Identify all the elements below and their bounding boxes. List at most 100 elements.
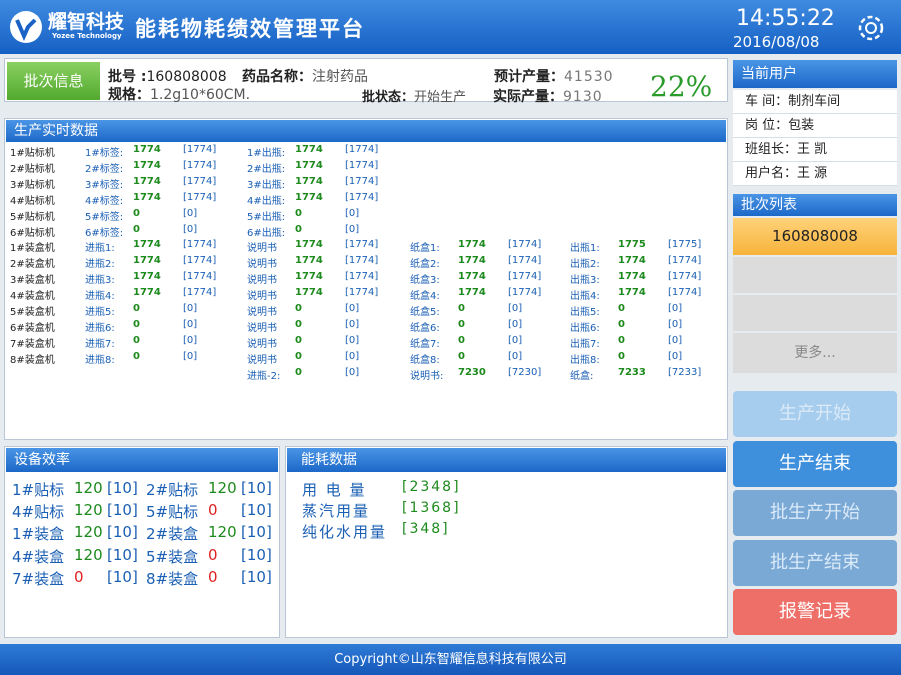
header: 耀智科技 Yozee Technology 能耗物耗绩效管理平台 14:55:2… [0,0,901,54]
action-button[interactable]: 报警记录 [733,589,897,635]
counter-value: 1774 [133,287,161,299]
user-title: 当前用户 [733,60,897,88]
counter-value: 0 [133,318,140,330]
value: 开始生产 [414,90,467,105]
counter-label: 说明书 [247,291,277,303]
efficiency-panel [4,446,280,638]
action-button[interactable]: 批生产开始 [733,490,897,536]
efficiency-total: [10] [107,523,138,542]
counter-value: 0 [133,350,140,362]
counter-total: [0] [183,223,198,235]
counter-total: [0] [345,207,360,219]
counter-total: [1774] [183,239,217,251]
label: 车 间： [745,94,789,109]
counter-total: [0] [183,350,198,362]
counter-value: 1774 [458,287,486,299]
batch-no: 批号 :160808008 [108,66,227,86]
counter-label: 说明书 [247,338,277,350]
efficiency-value: 120 [208,479,237,497]
counter-label: 出瓶8: [570,354,600,366]
batch-info-title: 批次信息 [7,62,100,100]
efficiency-label: 2#装盒 [146,525,199,544]
value: 包装 [788,118,815,133]
label: 药品名称： [242,69,312,85]
value: 160808008 [146,69,227,85]
efficiency-total: [10] [241,523,272,542]
counter-value: 1774 [618,287,646,299]
counter-total: [1774] [345,159,379,171]
logo-text: 耀智科技 [48,11,125,33]
counter-label: 纸盒1: [410,243,440,255]
counter-total: [0] [345,334,360,346]
counter-value: 1774 [295,255,323,267]
efficiency-title: 设备效率 [6,448,278,472]
efficiency-total: [10] [241,545,272,564]
counter-value: 1774 [133,271,161,283]
counter-label: 说明书: [410,370,444,382]
counter-value: 1774 [295,159,323,171]
efficiency-label: 8#装盒 [146,569,199,588]
counter-label: 纸盒2: [410,259,440,271]
counter-label: 出瓶4: [570,291,600,303]
counter-total: [1774] [345,191,379,203]
counter-total: [1774] [345,175,379,187]
efficiency-total: [10] [241,567,272,586]
action-button[interactable]: 生产结束 [733,440,897,487]
settings-icon[interactable] [855,12,887,44]
efficiency-total: [10] [241,501,272,520]
counter-total: [1774] [345,239,379,251]
label: 用户名： [745,166,798,181]
counter-value: 0 [133,207,140,219]
counter-value: 1774 [295,144,323,155]
counter-value: 0 [458,334,465,346]
efficiency-label: 4#贴标 [12,503,65,522]
machine-name: 4#贴标机 [10,195,55,207]
counter-total: [0] [345,350,360,362]
counter-label: 说明书 [247,243,277,255]
value: 41530 [564,69,614,85]
efficiency-value: 120 [74,545,103,564]
energy-label: 纯化水用量 [302,523,388,541]
counter-value: 0 [618,334,625,346]
action-button[interactable]: 批生产结束 [733,539,897,586]
label: 班组长： [745,142,798,157]
counter-label: 进瓶5: [85,307,115,318]
counter-label: 纸盒6: [410,322,440,334]
production-panel [4,118,728,440]
counter-total: [0] [183,318,198,330]
batch-item[interactable]: 160808008 [733,218,897,255]
efficiency-label: 5#贴标 [146,503,199,522]
counter-label: 3#出瓶: [247,179,286,191]
counter-label: 出瓶7: [570,338,600,350]
counter-label: 纸盒: [570,370,594,382]
counter-total: [0] [668,334,683,346]
counter-total: [1775] [668,239,702,251]
batch-list-more[interactable]: 更多... [733,333,897,373]
machine-name: 5#贴标机 [10,211,55,223]
counter-value: 1774 [295,287,323,299]
counter-value: 0 [295,303,302,314]
counter-label: 6#出瓶: [247,227,286,239]
counter-total: [1774] [183,191,217,203]
machine-name: 1#装盒机 [10,243,55,255]
efficiency-label: 4#装盒 [12,547,65,566]
machine-name: 6#贴标机 [10,227,55,239]
logo-subtext: Yozee Technology [52,32,122,40]
action-button[interactable]: 生产开始 [733,391,897,437]
counter-total: [0] [345,318,360,330]
counter-total: [0] [345,303,360,314]
counter-total: [1774] [345,255,379,267]
efficiency-label: 1#装盒 [12,525,65,544]
counter-label: 出瓶5: [570,307,600,318]
counter-label: 纸盒5: [410,307,440,318]
production-title: 生产实时数据 [6,120,726,142]
efficiency-label: 1#贴标 [12,481,65,499]
counter-value: 1774 [133,175,161,187]
counter-value: 1774 [618,255,646,267]
counter-label: 出瓶1: [570,243,600,255]
energy-label: 蒸汽用量 [302,502,371,520]
counter-value: 0 [618,318,625,330]
counter-value: 1774 [295,271,323,283]
energy-value: [348] [402,521,450,537]
counter-label: 纸盒8: [410,354,440,366]
